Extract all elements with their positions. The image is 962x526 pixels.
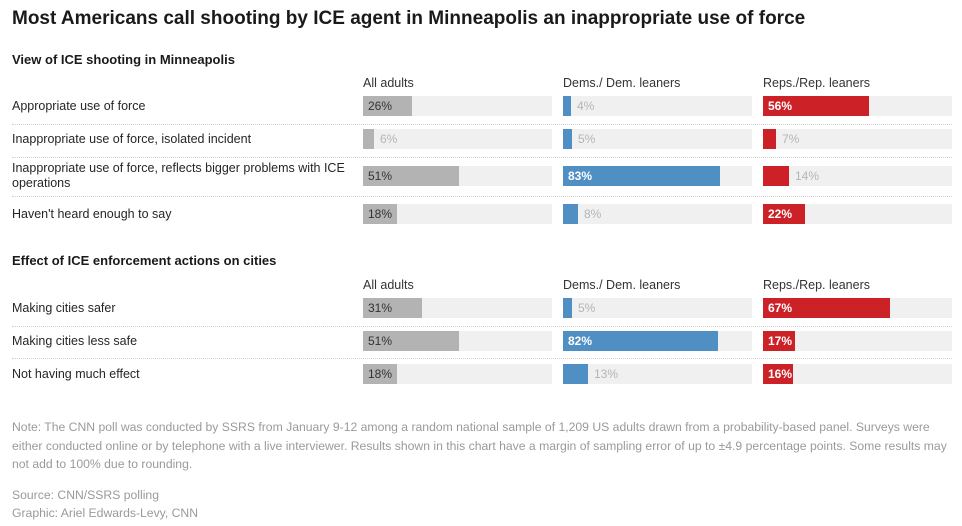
- bar-dem: [563, 298, 572, 318]
- bar-track: 17%: [763, 331, 952, 351]
- bar-all: [363, 204, 397, 224]
- data-label: 5%: [578, 301, 596, 315]
- data-label: 17%: [768, 334, 793, 348]
- bar-all: [363, 364, 397, 384]
- bar-dem: [563, 204, 578, 224]
- row-divider: [12, 326, 952, 327]
- bar-track: 82%: [563, 331, 752, 351]
- bar-rep: [763, 96, 869, 116]
- data-label: 83%: [568, 169, 593, 183]
- column-header-dem: Dems./ Dem. leaners: [563, 76, 681, 90]
- row-label: Appropriate use of force: [12, 90, 357, 122]
- bar-dem: [563, 96, 571, 116]
- source-line: Source: CNN/SSRS polling: [12, 488, 159, 502]
- column-header-dem: Dems./ Dem. leaners: [563, 278, 681, 292]
- credit-line: Graphic: Ariel Edwards-Levy, CNN: [12, 506, 199, 520]
- bar-dem: [563, 331, 718, 351]
- bar-rep: [763, 129, 776, 149]
- bar-all: [363, 166, 459, 186]
- bar-track: 5%: [563, 298, 752, 318]
- data-label: 26%: [368, 99, 393, 113]
- bar-track: 7%: [763, 129, 952, 149]
- column-header-all: All adults: [363, 76, 414, 90]
- data-label: 5%: [578, 132, 596, 146]
- data-label: 22%: [768, 207, 793, 221]
- bar-track: 18%: [363, 204, 552, 224]
- row-label: Not having much effect: [12, 358, 357, 390]
- data-label: 18%: [368, 207, 393, 221]
- bar-track: 13%: [563, 364, 752, 384]
- bar-track: 8%: [563, 204, 752, 224]
- data-label: 16%: [768, 367, 793, 381]
- row-label-text: Haven't heard enough to say: [12, 206, 172, 221]
- data-label: 31%: [368, 301, 393, 315]
- column-header-rep: Reps./Rep. leaners: [763, 278, 871, 292]
- row-label-text: Not having much effect: [12, 366, 140, 381]
- row-label-text: Appropriate use of force: [12, 98, 146, 113]
- bar-rep: [763, 331, 795, 351]
- data-label: 51%: [368, 169, 393, 183]
- column-header-rep: Reps./Rep. leaners: [763, 76, 871, 90]
- bar-track: 5%: [563, 129, 752, 149]
- row-label: Inappropriate use of force, reflects big…: [12, 160, 357, 192]
- data-label: 56%: [768, 99, 793, 113]
- row-label: Inappropriate use of force, isolated inc…: [12, 123, 357, 155]
- bar-all: [363, 129, 374, 149]
- chart-title: Most Americans call shooting by ICE agen…: [12, 8, 806, 29]
- column-header-all: All adults: [363, 278, 414, 292]
- bar-all: [363, 298, 422, 318]
- row-label: Haven't heard enough to say: [12, 198, 357, 230]
- bar-track: 26%: [363, 96, 552, 116]
- data-label: 18%: [368, 367, 393, 381]
- row-divider: [12, 124, 952, 125]
- bar-track: 14%: [763, 166, 952, 186]
- row-label: Making cities less safe: [12, 325, 357, 357]
- bar-track: 67%: [763, 298, 952, 318]
- row-label-text: Making cities less safe: [12, 333, 138, 348]
- bar-dem: [563, 166, 720, 186]
- data-label: 7%: [782, 132, 800, 146]
- bar-track: 56%: [763, 96, 952, 116]
- bar-track: 83%: [563, 166, 752, 186]
- row-divider: [12, 157, 952, 158]
- bar-all: [363, 331, 459, 351]
- bar-track: 4%: [563, 96, 752, 116]
- methodology-note: Note: The CNN poll was conducted by SSRS…: [12, 420, 947, 471]
- bar-dem: [563, 129, 572, 149]
- data-label: 6%: [380, 132, 398, 146]
- data-label: 8%: [584, 207, 602, 221]
- bar-track: 51%: [363, 331, 552, 351]
- data-label: 51%: [368, 334, 393, 348]
- bar-track: 6%: [363, 129, 552, 149]
- section-title: Effect of ICE enforcement actions on cit…: [12, 253, 277, 268]
- row-label-text: Making cities safer: [12, 300, 116, 315]
- bar-rep: [763, 364, 793, 384]
- bar-track: 18%: [363, 364, 552, 384]
- section-title: View of ICE shooting in Minneapolis: [12, 52, 235, 67]
- data-label: 13%: [594, 367, 619, 381]
- row-label-text: Inappropriate use of force, isolated inc…: [12, 131, 252, 146]
- bar-rep: [763, 298, 890, 318]
- bar-track: 51%: [363, 166, 552, 186]
- bar-track: 31%: [363, 298, 552, 318]
- bar-rep: [763, 204, 805, 224]
- bar-track: 22%: [763, 204, 952, 224]
- bar-dem: [563, 364, 588, 384]
- row-label: Making cities safer: [12, 292, 357, 324]
- data-label: 4%: [577, 99, 595, 113]
- data-label: 82%: [568, 334, 593, 348]
- data-label: 67%: [768, 301, 793, 315]
- row-divider: [12, 358, 952, 359]
- bar-track: 16%: [763, 364, 952, 384]
- row-divider: [12, 196, 952, 197]
- row-label-text: Inappropriate use of force, reflects big…: [12, 161, 345, 190]
- bar-rep: [763, 166, 789, 186]
- bar-all: [363, 96, 412, 116]
- data-label: 14%: [795, 169, 820, 183]
